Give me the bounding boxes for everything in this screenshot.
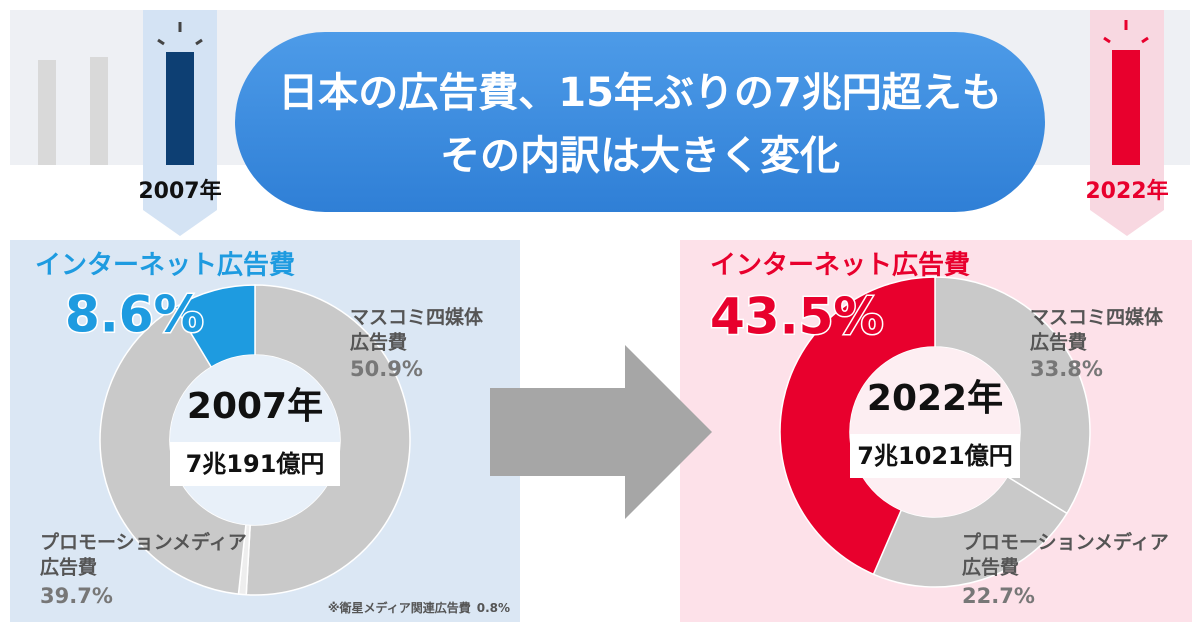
footnote-part: 0.8% xyxy=(477,601,510,615)
value-label: 50.9% xyxy=(350,357,423,381)
category-label: マスコミ四媒体 xyxy=(1030,306,1164,329)
sparkle xyxy=(157,20,1149,46)
category-label: 広告費 xyxy=(962,556,1019,579)
center-subtitle: 7兆191億円 xyxy=(186,450,325,478)
center-title: 2007年 xyxy=(187,386,323,427)
donut-segment xyxy=(245,284,411,596)
value-label: 33.8% xyxy=(1030,357,1103,381)
deco-bar xyxy=(90,57,108,165)
donut-center xyxy=(170,355,340,525)
center-band xyxy=(170,442,340,486)
donut-segment xyxy=(99,306,247,595)
category-label: マスコミ四媒体 xyxy=(350,306,484,329)
category-label: 広告費 xyxy=(1030,331,1087,354)
center-subtitle: 7兆1021億円 xyxy=(857,442,1013,470)
category-label: 広告費 xyxy=(350,331,407,354)
year-label: 2007年 xyxy=(138,178,221,204)
category-label: 広告費 xyxy=(40,556,97,579)
title-pill xyxy=(235,32,1045,212)
deco-bar xyxy=(1112,50,1140,165)
arrow xyxy=(490,345,712,519)
title-line: 日本の広告費、15年ぶりの7兆円超えも xyxy=(278,70,1002,116)
category-label: プロモーションメディア xyxy=(962,531,1169,554)
footnote: ※衛星メディア関連広告費 0.8% xyxy=(328,600,510,615)
footnote-part: ※衛星メディア関連広告費 xyxy=(328,600,471,615)
donut-center xyxy=(850,347,1020,517)
category-label: インターネット広告費 xyxy=(710,251,970,281)
value-label: 8.6% xyxy=(65,286,204,344)
center-band xyxy=(850,434,1020,478)
year-label: 2022年 xyxy=(1085,178,1168,204)
title-line: その内訳は大きく変化 xyxy=(440,133,840,179)
category-label: インターネット広告費 xyxy=(35,251,295,281)
center-title: 2022年 xyxy=(867,378,1003,419)
deco-bar xyxy=(166,52,194,165)
value-label: 39.7% xyxy=(40,584,113,608)
value-label: 22.7% xyxy=(962,584,1035,608)
deco-bar xyxy=(38,60,56,165)
value-label: 43.5% xyxy=(710,288,883,346)
category-label: プロモーションメディア xyxy=(40,531,247,554)
